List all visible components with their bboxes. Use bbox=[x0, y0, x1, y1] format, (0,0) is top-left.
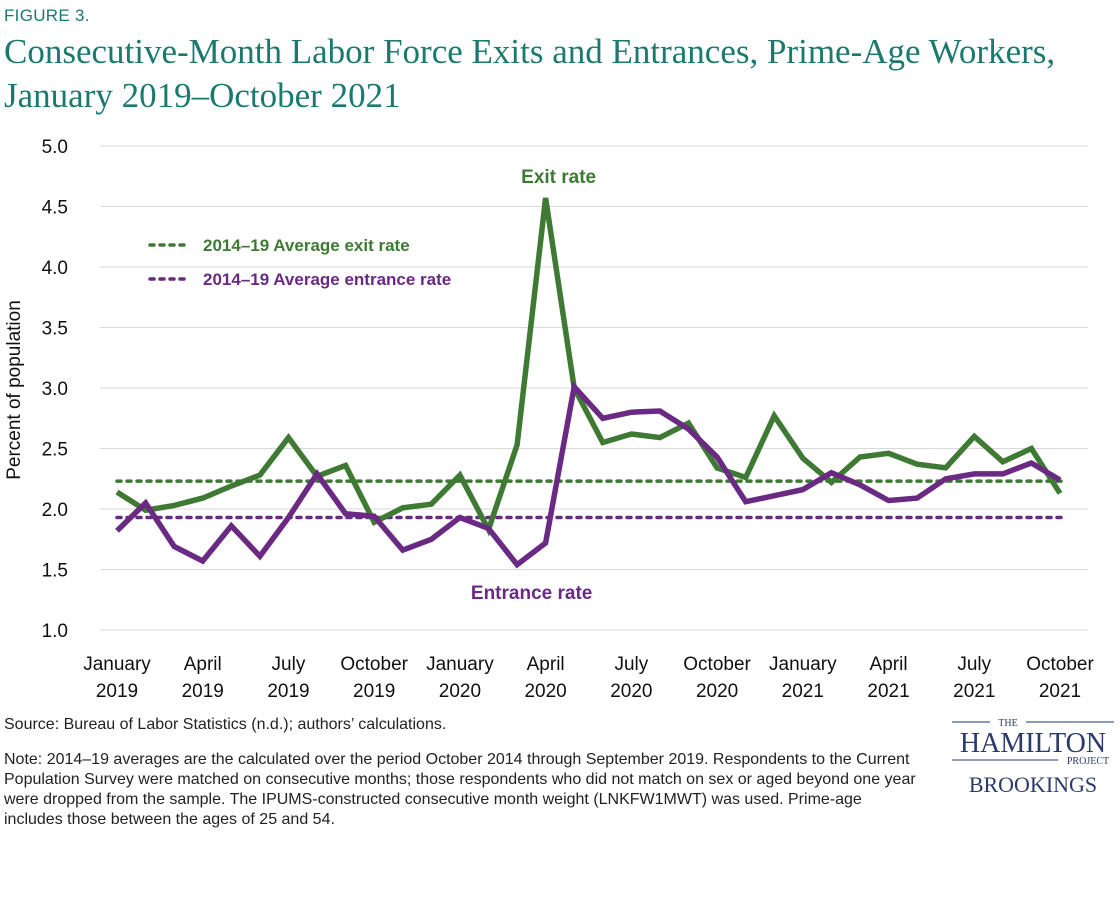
x-tick-label-month: October bbox=[683, 654, 751, 675]
x-tick-label-month: January bbox=[426, 654, 494, 675]
y-tick-label: 4.0 bbox=[42, 258, 68, 279]
y-tick-label: 5.0 bbox=[42, 137, 68, 158]
footnote: Note: 2014–19 averages are the calculate… bbox=[4, 751, 916, 828]
x-tick-label-month: October bbox=[340, 654, 408, 675]
hamilton-brookings-logo: THE HAMILTON PROJECT BROOKINGS bbox=[952, 718, 1114, 797]
x-tick-label-year: 2019 bbox=[267, 681, 309, 702]
entrance-rate-annotation: Entrance rate bbox=[471, 583, 592, 604]
gridlines bbox=[100, 145, 1088, 631]
x-tick-label-year: 2020 bbox=[610, 681, 652, 702]
x-tick-label-month: April bbox=[184, 654, 222, 675]
x-axis-ticks: January 2019 April 2019 July 2019 October 2019 J… bbox=[83, 654, 1094, 702]
y-tick-label: 3.5 bbox=[42, 319, 68, 340]
line-chart: 1.0 1.5 2.0 2.5 3.0 3.5 4.0 4.5 5.0 January 2019 A… bbox=[4, 137, 1094, 702]
exit-rate-annotation: Exit rate bbox=[521, 167, 596, 188]
x-tick-label-year: 2019 bbox=[182, 681, 224, 702]
chart-title: Consecutive-Month Labor Force Exits and … bbox=[4, 32, 1056, 115]
x-tick-label-year: 2020 bbox=[524, 681, 566, 702]
x-tick-label-year: 2021 bbox=[953, 681, 995, 702]
x-tick-label-month: July bbox=[957, 654, 991, 675]
legend-label-entrance: 2014–19 Average entrance rate bbox=[203, 270, 451, 289]
legend-label-exit: 2014–19 Average exit rate bbox=[203, 236, 410, 255]
x-tick-label-year: 2021 bbox=[782, 681, 824, 702]
logo-brookings: BROOKINGS bbox=[969, 772, 1097, 797]
y-tick-label: 1.0 bbox=[42, 621, 68, 642]
y-tick-label: 2.0 bbox=[42, 500, 68, 521]
x-tick-label-month: October bbox=[1026, 654, 1094, 675]
x-tick-label-month: July bbox=[272, 654, 306, 675]
entrance-rate-line bbox=[115, 380, 1062, 569]
x-tick-label-year: 2021 bbox=[867, 681, 909, 702]
y-tick-label: 2.5 bbox=[42, 440, 68, 461]
logo-project: PROJECT bbox=[1067, 756, 1109, 767]
series-lines bbox=[115, 197, 1063, 569]
figure-label: FIGURE 3. bbox=[4, 6, 90, 25]
x-tick-label-year: 2019 bbox=[353, 681, 395, 702]
logo-hamilton: HAMILTON bbox=[960, 728, 1106, 759]
x-tick-label-month: January bbox=[769, 654, 837, 675]
y-axis-label: Percent of population bbox=[4, 300, 25, 480]
y-tick-label: 4.5 bbox=[42, 198, 68, 219]
source-note: Source: Bureau of Labor Statistics (n.d.… bbox=[4, 716, 447, 733]
x-tick-label-year: 2020 bbox=[439, 681, 481, 702]
x-tick-label-month: April bbox=[527, 654, 565, 675]
x-tick-label-month: January bbox=[83, 654, 151, 675]
x-tick-label-year: 2019 bbox=[96, 681, 138, 702]
y-tick-label: 3.0 bbox=[42, 379, 68, 400]
annotations: Exit rate Entrance rate bbox=[471, 167, 596, 604]
y-tick-label: 1.5 bbox=[42, 561, 68, 582]
logo-the: THE bbox=[998, 718, 1017, 729]
x-tick-label-month: July bbox=[614, 654, 648, 675]
reference-lines bbox=[115, 479, 1068, 520]
x-tick-label-year: 2021 bbox=[1039, 681, 1081, 702]
x-tick-label-year: 2020 bbox=[696, 681, 738, 702]
x-tick-label-month: April bbox=[870, 654, 908, 675]
y-axis-ticks: 1.0 1.5 2.0 2.5 3.0 3.5 4.0 4.5 5.0 bbox=[42, 137, 68, 642]
exit-rate-line bbox=[115, 197, 1063, 537]
legend: 2014–19 Average exit rate 2014–19 Average… bbox=[148, 236, 451, 289]
